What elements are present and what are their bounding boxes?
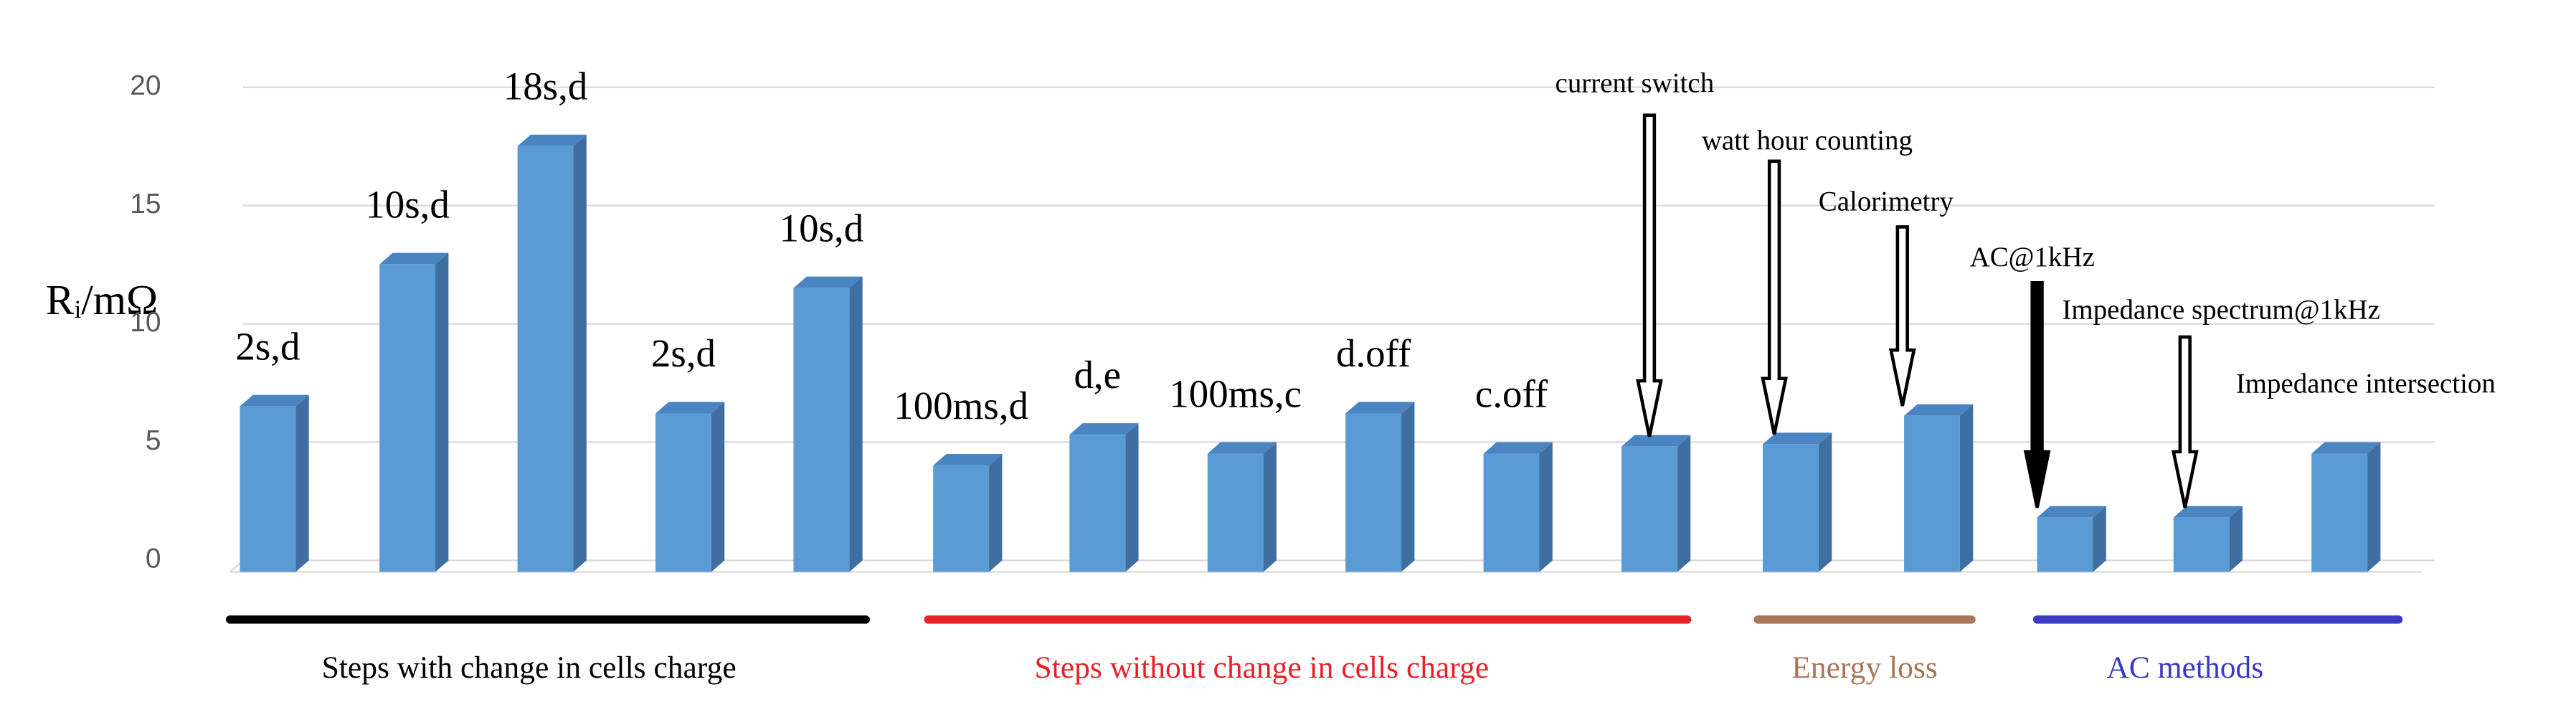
bar [1904,404,1974,572]
bar-side [1263,442,1277,572]
bar-front [2173,517,2230,572]
bar-label: d.off [1336,331,1411,375]
bar [1763,432,1832,572]
bar-front [379,264,436,572]
bar-label: c.off [1475,371,1548,415]
bar [1483,442,1553,572]
bar [379,252,449,572]
bar-label: 10s,d [780,206,864,250]
bar-side [711,402,725,572]
bar [2037,506,2106,572]
bar [1207,442,1277,572]
bar [240,394,309,572]
bar-side [2093,506,2106,572]
bar-side [2229,506,2243,572]
bar-label: 2s,d [651,331,716,375]
bar [2311,442,2381,572]
annotation-label: Impedance spectrum@1kHz [2062,295,2380,326]
bar-front [240,406,296,572]
bar-top [655,402,725,414]
y-tick-label: 15 [130,189,161,219]
bar-top [933,454,1003,466]
y-tick-label: 5 [146,425,161,456]
bar-front [517,146,574,572]
bar-side [1818,432,1832,572]
bar-label: 100ms,c [1169,371,1302,415]
y-tick-label: 0 [146,544,161,574]
annotation-label: current switch [1555,67,1715,98]
bar-top [2311,442,2381,454]
bar-front [655,413,711,572]
bar-top [240,394,309,407]
bar-front [1069,435,1126,572]
annotation-label: watt hour counting [1702,125,1913,156]
bar-label: 100ms,d [894,384,1028,427]
bar-side [1125,423,1139,572]
bar [655,402,725,572]
annotation-arrow [1761,159,1788,435]
bar [1069,423,1139,572]
group-label: AC methods [2106,650,2263,685]
annotation-label: Impedance intersection [2236,369,2496,399]
annotation-label: AC@1kHz [1970,242,2095,273]
bar [1621,435,1691,572]
bar-top [379,252,449,265]
bar [2173,506,2243,572]
bar-side [295,394,309,572]
annotation-arrow [1636,113,1663,437]
bar-top [1904,404,1974,416]
bar-side [1959,404,1974,572]
bar-top [1483,442,1553,454]
bar [517,134,587,572]
bar-front [2037,517,2093,572]
bar-side [1539,442,1553,572]
bar-top [2037,506,2106,518]
y-axis-label: Rᵢ/mΩ [46,276,158,323]
bar-front [1207,453,1264,572]
bar-top [1621,435,1691,447]
bar-top [1763,432,1832,445]
bar-side [989,454,1003,572]
group-label: Steps without change in cells charge [1035,650,1490,685]
annotation-arrow [2023,281,2051,508]
bar [1345,402,1415,572]
bar-side [1401,402,1415,572]
bar-side [573,134,587,572]
bar-label: 18s,d [503,64,588,108]
y-tick-label: 10 [130,307,161,338]
group-label: Energy loss [1791,650,1937,685]
bar-top [2173,506,2243,518]
bar-label: 10s,d [365,182,450,226]
annotation-arrow [1888,225,1916,407]
bar [933,454,1003,572]
bar-top [1069,423,1139,435]
bar-front [933,465,990,572]
bar-label: d,e [1074,353,1121,397]
bar-label: 2s,d [235,324,300,368]
bar-side [435,252,449,572]
bar-top [793,276,863,288]
bar-top [1207,442,1277,454]
group-label: Steps with change in cells charge [322,650,737,685]
bar-side [849,276,863,572]
bar-top [517,134,587,146]
bar-front [1483,453,1540,572]
bar-front [1345,413,1402,572]
bar-front [1763,444,1819,572]
bar-front [2311,453,2368,572]
bar-front [793,288,850,572]
annotation-label: Calorimetry [1819,186,1954,217]
bar-side [2367,442,2381,572]
bar-front [1904,415,1960,572]
bar-top [1345,402,1415,414]
bar-side [1677,435,1691,572]
y-tick-label: 20 [130,70,161,101]
bar [793,276,863,572]
annotation-arrow [2171,335,2199,508]
bar-front [1621,446,1677,572]
